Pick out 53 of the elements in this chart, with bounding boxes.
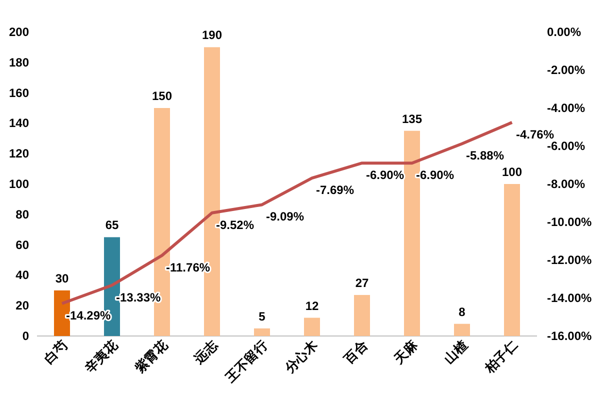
x-tick-label: 柏子仁 — [481, 338, 520, 376]
y2-tick-label: -8.00% — [547, 177, 586, 191]
data-label: -6.90% — [416, 168, 454, 182]
data-label: -9.09% — [266, 210, 304, 224]
data-label: 30 — [55, 271, 69, 286]
y-tick-label: 0 — [22, 329, 30, 343]
data-label: 12 — [305, 298, 319, 313]
data-label: -6.90% — [366, 168, 404, 182]
y-tick-label: 120 — [8, 146, 30, 161]
x-tick-label: 山楂 — [441, 338, 470, 367]
data-label: -9.52% — [216, 218, 254, 232]
x-tick-label: 分心木 — [281, 336, 321, 376]
y-tick-label: 100 — [8, 177, 30, 191]
data-label: 150 — [152, 89, 172, 103]
data-label: 65 — [105, 218, 119, 232]
x-tick-label: 白芍 — [41, 338, 70, 367]
y2-tick-label: -2.00% — [547, 63, 586, 77]
data-label: 5 — [258, 309, 266, 324]
data-label: -5.88% — [466, 148, 504, 163]
y2-tick-label: -12.00% — [547, 253, 592, 267]
y-tick-label: 160 — [8, 86, 30, 100]
y2-tick-label: -14.00% — [547, 291, 592, 305]
y-tick-label: 140 — [8, 116, 30, 130]
bar — [504, 184, 520, 336]
x-tick-label: 紫霄花 — [131, 336, 171, 376]
y2-tick-label: -10.00% — [547, 215, 592, 229]
y-tick-label: 60 — [16, 238, 30, 252]
data-label: 190 — [202, 28, 222, 42]
data-label: 135 — [402, 112, 422, 126]
bar — [254, 328, 270, 336]
data-label: -7.69% — [316, 183, 354, 198]
x-tick-label: 远志 — [190, 336, 221, 368]
bar — [354, 294, 370, 336]
x-tick-label: 辛夷花 — [81, 336, 121, 376]
x-tick-label: 王不留行 — [222, 338, 270, 386]
y-tick-label: 180 — [8, 55, 30, 70]
data-label: 100 — [502, 165, 522, 179]
y-tick-label: 20 — [16, 298, 30, 313]
data-label: 8 — [458, 304, 466, 319]
y-tick-label: 200 — [8, 25, 30, 39]
y-tick-label: 40 — [16, 268, 30, 282]
data-label: 27 — [355, 276, 369, 290]
bar — [304, 318, 320, 336]
y2-tick-label: -6.00% — [547, 139, 586, 153]
data-label: -11.76% — [166, 260, 210, 274]
y2-tick-label: -16.00% — [547, 329, 592, 343]
data-label: -4.76% — [516, 127, 554, 142]
y2-tick-label: -4.00% — [547, 101, 586, 115]
x-tick-label: 百合 — [340, 338, 370, 368]
y-tick-label: 80 — [16, 207, 30, 222]
x-tick-label: 天麻 — [390, 336, 421, 368]
bar — [454, 324, 470, 336]
y2-tick-label: 0.00% — [547, 25, 582, 39]
